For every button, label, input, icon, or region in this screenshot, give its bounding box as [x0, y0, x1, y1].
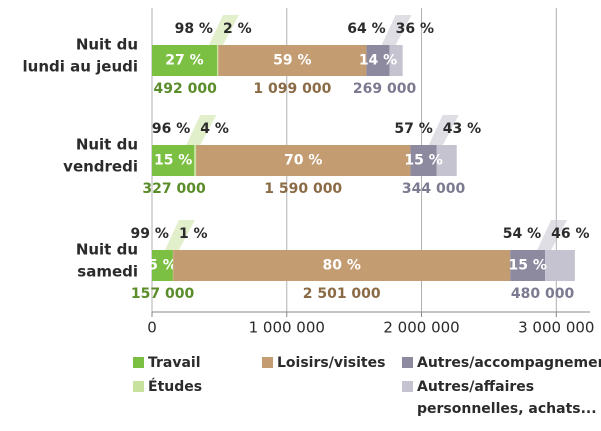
category-label: Nuit du	[76, 36, 138, 54]
value-label: 327 000	[142, 181, 206, 197]
x-tick-label: 1 000 000	[249, 319, 325, 337]
value-label: 492 000	[153, 81, 217, 97]
value-label: 344 000	[402, 181, 466, 197]
share-label: 15 %	[508, 258, 546, 274]
share-label: 15 %	[404, 153, 442, 169]
legend-swatch	[133, 357, 144, 368]
part-share-label: 54 %	[503, 226, 541, 242]
part-share-label: 46 %	[551, 226, 589, 242]
share-label: 27 %	[165, 53, 203, 69]
legend-label: Autres/accompagnement	[417, 355, 601, 371]
part-share-label: 98 %	[175, 21, 213, 37]
share-label: 70 %	[284, 153, 322, 169]
legend-swatch	[402, 381, 413, 392]
category-label: lundi au jeudi	[23, 58, 139, 76]
part-share-label: 4 %	[200, 121, 229, 137]
bar-segment	[545, 250, 575, 281]
category-label: vendredi	[63, 158, 138, 176]
bar-segment	[217, 45, 218, 76]
value-label: 480 000	[511, 286, 575, 302]
share-label: 80 %	[322, 258, 360, 274]
part-share-label: 64 %	[347, 21, 385, 37]
legend-label: personnelles, achats...	[417, 401, 597, 417]
value-label: 269 000	[353, 81, 417, 97]
part-share-label: 2 %	[223, 21, 252, 37]
value-label: 1 590 000	[264, 181, 342, 197]
part-share-label: 57 %	[394, 121, 432, 137]
share-label: 5 %	[148, 258, 177, 274]
value-label: 157 000	[131, 286, 195, 302]
value-label: 2 501 000	[303, 286, 381, 302]
share-label: 59 %	[273, 53, 311, 69]
share-label: 14 %	[359, 53, 397, 69]
part-share-label: 1 %	[179, 226, 208, 242]
part-share-label: 96 %	[152, 121, 190, 137]
share-label: 15 %	[154, 153, 192, 169]
legend-swatch	[262, 357, 273, 368]
legend-label: Loisirs/visites	[277, 355, 385, 371]
x-tick-label: 3 000 000	[518, 319, 594, 337]
category-label: Nuit du	[76, 241, 138, 259]
legend-swatch	[133, 381, 144, 392]
part-share-label: 99 %	[131, 226, 169, 242]
legend-swatch	[402, 357, 413, 368]
legend-label: Études	[148, 378, 202, 395]
value-label: 1 099 000	[253, 81, 331, 97]
category-label: Nuit du	[76, 136, 138, 154]
part-share-label: 36 %	[396, 21, 434, 37]
category-label: samedi	[77, 263, 138, 281]
bar-segment	[194, 145, 196, 176]
x-tick-label: 0	[147, 319, 157, 337]
part-share-label: 43 %	[443, 121, 481, 137]
legend-label: Autres/affaires	[417, 379, 534, 395]
legend-label: Travail	[148, 355, 201, 371]
x-tick-label: 2 000 000	[383, 319, 459, 337]
